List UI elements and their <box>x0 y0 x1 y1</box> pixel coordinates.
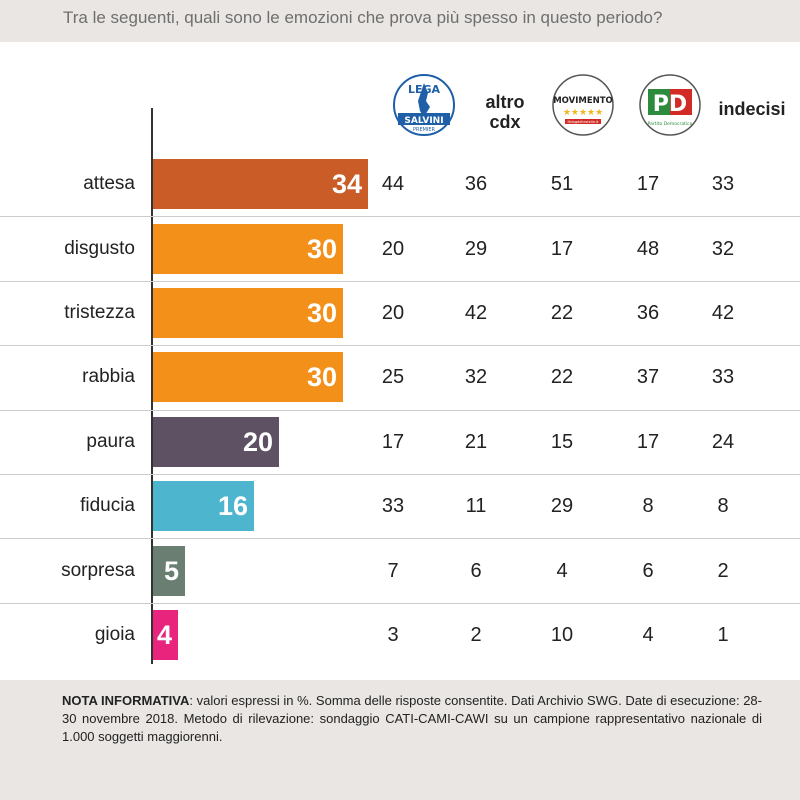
row-label-sorpresa: sorpresa <box>61 559 135 581</box>
row-separator <box>0 603 800 604</box>
cell-disgusto-3: 48 <box>636 237 660 260</box>
bar-value-disgusto: 30 <box>306 233 337 264</box>
cell-attesa-0: 44 <box>381 173 405 196</box>
cell-disgusto-2: 17 <box>550 237 574 260</box>
cell-disgusto-0: 20 <box>381 237 405 260</box>
cell-sorpresa-0: 7 <box>387 559 399 582</box>
note-title: NOTA INFORMATIVA <box>62 693 190 708</box>
cell-paura-1: 21 <box>464 430 488 453</box>
bar-value-attesa: 34 <box>331 169 362 200</box>
bar-paura: 20 <box>153 416 279 467</box>
col-header-altro: altro <box>485 92 525 112</box>
m5s-logo-text: MOVIMENTO <box>553 96 613 106</box>
lega-logo-bottom: PREMIER <box>413 127 436 133</box>
cell-fiducia-0: 33 <box>381 495 405 518</box>
cell-fiducia-2: 29 <box>550 495 574 518</box>
cell-sorpresa-1: 6 <box>470 559 482 582</box>
bar-value-paura: 20 <box>242 426 273 457</box>
row-label-attesa: attesa <box>83 173 135 195</box>
cell-disgusto-4: 32 <box>711 237 735 260</box>
cell-fiducia-3: 8 <box>642 495 654 518</box>
bar-value-tristezza: 30 <box>306 298 337 328</box>
svg-text:★★★★★: ★★★★★ <box>563 108 603 118</box>
cell-paura-3: 17 <box>636 430 660 453</box>
cell-fiducia-4: 8 <box>717 495 729 518</box>
cell-tristezza-3: 36 <box>636 302 660 324</box>
cell-gioia-4: 1 <box>717 624 729 646</box>
row-label-disgusto: disgusto <box>64 237 135 259</box>
row-separator <box>0 538 800 539</box>
row-label-fiducia: fiducia <box>80 495 135 517</box>
cell-tristezza-2: 22 <box>550 302 574 324</box>
cell-paura-2: 15 <box>550 430 574 453</box>
bar-disgusto: 30 <box>153 223 343 274</box>
bar-gioia: 4 <box>153 610 178 660</box>
bar-tristezza: 30 <box>153 288 343 338</box>
chart-axis <box>151 108 153 664</box>
m5s-logo: MOVIMENTO ★★★★★ ilblogdellestelle.it <box>552 74 614 136</box>
bar-sorpresa: 5 <box>153 545 185 596</box>
row-separator <box>0 474 800 475</box>
cell-fiducia-1: 11 <box>465 495 487 518</box>
bar-attesa: 34 <box>153 159 368 210</box>
bar-fiducia: 16 <box>153 481 254 532</box>
row-label-tristezza: tristezza <box>64 302 135 323</box>
chart-question: Tra le seguenti, quali sono le emozioni … <box>63 8 663 27</box>
cell-tristezza-0: 20 <box>381 302 405 324</box>
row-separator <box>0 281 800 282</box>
row-separator <box>0 345 800 346</box>
cell-attesa-2: 51 <box>550 173 574 196</box>
cell-disgusto-1: 29 <box>464 237 488 260</box>
cell-tristezza-1: 42 <box>464 302 488 324</box>
cell-sorpresa-2: 4 <box>556 559 568 582</box>
note-text: : valori espressi in %. Somma delle risp… <box>62 693 762 744</box>
pd-logo: PD Partito Democratico <box>639 74 701 136</box>
cell-sorpresa-3: 6 <box>642 559 654 582</box>
cell-rabbia-4: 33 <box>711 366 735 389</box>
cell-rabbia-3: 37 <box>636 366 660 389</box>
bar-value-gioia: 4 <box>156 620 172 650</box>
cell-gioia-3: 4 <box>642 624 654 646</box>
cell-gioia-0: 3 <box>387 624 399 646</box>
row-separator <box>0 216 800 217</box>
cell-attesa-1: 36 <box>464 173 488 196</box>
cell-attesa-3: 17 <box>636 173 660 196</box>
cell-gioia-1: 2 <box>470 624 482 646</box>
row-separator <box>0 410 800 411</box>
row-label-gioia: gioia <box>94 624 135 645</box>
cell-gioia-2: 10 <box>550 624 574 646</box>
chart-panel <box>0 42 800 680</box>
row-label-paura: paura <box>86 430 135 452</box>
cell-sorpresa-4: 2 <box>717 559 729 582</box>
col-header-altro-cdx: altro cdx <box>465 92 545 132</box>
cell-rabbia-2: 22 <box>550 366 574 389</box>
lega-logo: LEGA SALVINI PREMIER <box>393 74 455 136</box>
bar-value-fiducia: 16 <box>217 491 248 522</box>
cell-rabbia-0: 25 <box>381 366 405 389</box>
m5s-logo-bottom: ilblogdellestelle.it <box>568 120 600 124</box>
cell-paura-4: 24 <box>711 430 735 453</box>
cell-tristezza-4: 42 <box>711 302 735 324</box>
bar-value-rabbia: 30 <box>306 362 337 393</box>
methodology-note: NOTA INFORMATIVA: valori espressi in %. … <box>62 692 762 746</box>
row-label-rabbia: rabbia <box>82 366 135 388</box>
cell-rabbia-1: 32 <box>464 366 488 389</box>
cell-attesa-4: 33 <box>711 173 735 196</box>
col-header-indecisi: indecisi <box>718 99 786 119</box>
col-header-cdx: cdx <box>489 112 521 132</box>
pd-logo-text: PD <box>653 92 687 117</box>
lega-logo-text: LEGA <box>408 83 441 96</box>
cell-paura-0: 17 <box>381 430 405 453</box>
bar-value-sorpresa: 5 <box>163 555 179 586</box>
pd-logo-bottom: Partito Democratico <box>648 121 693 127</box>
bar-rabbia: 30 <box>153 352 343 403</box>
lega-logo-band: SALVINI <box>404 116 443 126</box>
